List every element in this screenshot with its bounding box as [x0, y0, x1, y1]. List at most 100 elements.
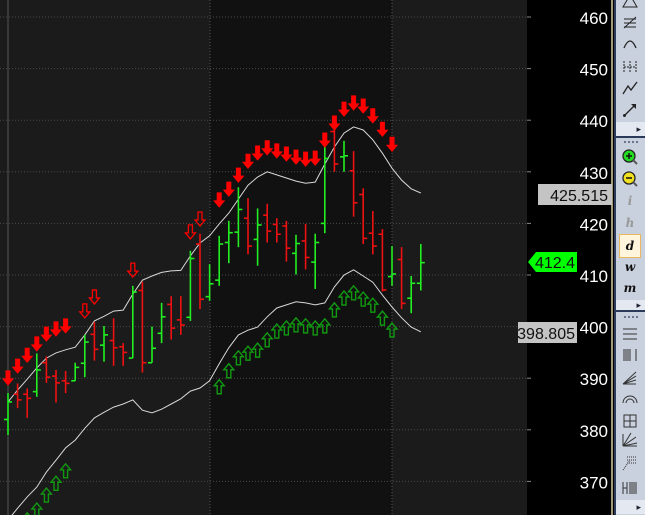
y-tick-label: 370	[580, 473, 608, 492]
period-hourly-button[interactable]: h	[619, 213, 641, 233]
sell-arrow-icon	[318, 132, 331, 148]
sell-arrow-icon	[328, 115, 341, 131]
down-bar	[42, 356, 51, 383]
up-bar	[224, 220, 233, 264]
up-bar	[71, 362, 80, 382]
sell-warning-arrow-icon	[193, 211, 207, 228]
line-pointer-icon[interactable]	[619, 100, 641, 120]
cycle-lines-icon[interactable]	[619, 57, 641, 77]
up-bar	[234, 187, 243, 248]
period-group: i h d w m ▸	[616, 138, 645, 310]
expand-tools-button[interactable]: ▸	[616, 122, 645, 136]
buy-arrow-icon	[375, 310, 389, 326]
up-bar	[320, 144, 329, 234]
zoom-out-icon[interactable]	[619, 169, 641, 189]
period-weekly-button[interactable]: w	[619, 257, 641, 277]
up-bar	[186, 250, 195, 321]
sell-arrow-icon	[59, 318, 72, 334]
buy-arrow-icon	[30, 501, 44, 515]
period-intraday-button[interactable]: i	[619, 191, 641, 211]
speed-lines-icon[interactable]	[619, 430, 641, 450]
triangle-icon[interactable]	[619, 0, 641, 12]
period-label: d	[625, 239, 635, 253]
horizontal-lines-icon[interactable]	[619, 324, 641, 344]
y-tick-label: 450	[580, 61, 608, 80]
vertical-lines-icon[interactable]	[619, 345, 641, 365]
sell-warning-arrow-icon	[184, 224, 197, 240]
sell-arrow-icon	[289, 149, 303, 165]
down-bar	[349, 151, 358, 217]
lower-band-value: 398.805	[517, 326, 575, 343]
down-bar	[13, 383, 22, 409]
chart-period-shade	[392, 0, 527, 515]
fibonacci-icon[interactable]	[619, 12, 641, 32]
signal-arrows	[1, 95, 399, 515]
down-bar	[368, 211, 377, 255]
buy-arrow-icon	[49, 475, 63, 491]
grid-icon[interactable]	[619, 411, 641, 431]
zoom-in-icon[interactable]	[619, 147, 641, 167]
period-label: w	[624, 260, 636, 274]
up-bar	[292, 234, 300, 275]
buy-arrow-icon	[59, 462, 73, 479]
period-daily-button[interactable]: d	[619, 234, 641, 258]
sell-arrow-icon	[270, 143, 283, 159]
down-bar	[196, 233, 204, 310]
arc-icon[interactable]	[619, 33, 641, 53]
down-bar	[282, 220, 291, 262]
sell-arrow-icon	[337, 101, 351, 117]
last-price-value: 412.4	[535, 255, 575, 272]
up-bar	[253, 208, 262, 266]
up-bar	[148, 326, 156, 364]
analysis-tools-group: ▸	[616, 312, 645, 515]
period-label: i	[627, 194, 633, 208]
down-bar	[52, 369, 60, 403]
up-bar	[205, 264, 214, 301]
period-monthly-button[interactable]: m	[619, 278, 641, 298]
down-bar	[359, 188, 368, 245]
y-tick-label: 390	[580, 370, 608, 389]
y-tick-label: 430	[580, 164, 608, 183]
buy-arrow-icon	[289, 316, 303, 333]
sell-warning-arrow-icon	[126, 262, 140, 279]
down-bar	[23, 388, 32, 418]
buy-arrow-icon	[308, 319, 322, 336]
lower-band-label: 398.805	[517, 322, 577, 343]
down-bar	[109, 318, 118, 366]
down-bar	[397, 247, 406, 310]
down-bar	[167, 296, 176, 340]
down-bar	[119, 343, 128, 366]
group-grip[interactable]	[624, 141, 638, 145]
fibonacci-retracement-icon[interactable]	[619, 453, 641, 473]
sell-arrow-icon	[251, 145, 264, 161]
buy-arrow-icon	[299, 317, 313, 334]
gann-fan-icon[interactable]	[619, 368, 641, 388]
fibonacci-arcs-icon[interactable]	[619, 388, 641, 408]
price-chart[interactable]: 460 450 440 430 420 410 400 390 380 370 425.515 3…	[0, 0, 614, 515]
sell-arrow-icon	[299, 151, 312, 167]
sell-arrow-icon	[40, 326, 53, 342]
buy-arrow-icon	[327, 301, 341, 318]
expand-analysis-button[interactable]: ▸	[616, 500, 645, 514]
down-bar	[301, 223, 310, 270]
down-bar	[61, 370, 70, 394]
zigzag-icon[interactable]	[619, 78, 641, 98]
sell-arrow-icon	[1, 370, 15, 386]
up-bar	[80, 334, 89, 378]
sell-arrow-icon	[309, 150, 322, 166]
up-bar	[416, 244, 425, 291]
buy-arrow-icon	[212, 378, 226, 395]
buy-arrow-icon	[241, 345, 255, 361]
chart-period-shade	[210, 0, 392, 515]
down-bar	[90, 321, 99, 361]
y-tick-label: 400	[580, 319, 608, 338]
up-bar	[100, 326, 108, 362]
expand-periods-button[interactable]: ▸	[616, 300, 645, 310]
group-grip[interactable]	[624, 316, 638, 320]
time-zones-icon[interactable]	[619, 478, 641, 498]
sell-arrow-icon	[241, 153, 255, 169]
sell-arrow-icon	[11, 358, 24, 374]
sell-warning-arrow-icon	[88, 289, 101, 305]
sell-arrow-icon	[49, 321, 63, 337]
sell-arrow-icon	[30, 336, 43, 352]
